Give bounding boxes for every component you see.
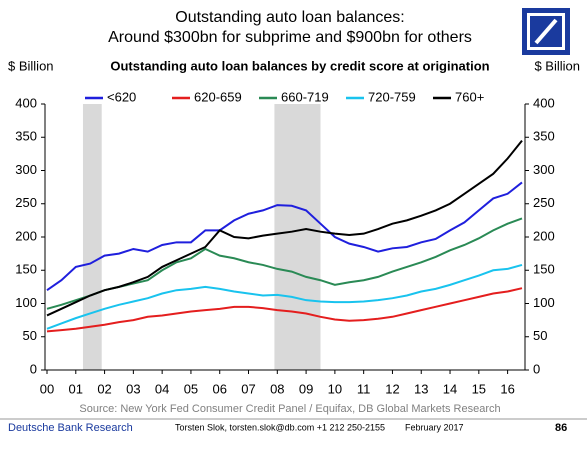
x-tick-label: 11 [357,381,371,396]
x-tick-label: 16 [500,381,514,396]
y2-tick-label: 400 [533,95,555,110]
y2-tick-label: 150 [533,262,555,277]
y2-tick-label: 200 [533,228,555,243]
source: Source: New York Fed Consumer Credit Pan… [79,403,500,415]
legend-label: 660-719 [281,89,329,104]
y-tick-label: 400 [15,95,37,110]
legend-label: 620-659 [194,89,242,104]
x-tick-label: 02 [97,381,111,396]
x-tick-label: 14 [443,381,457,396]
x-tick-label: 13 [414,381,428,396]
y-tick-label: 100 [15,295,37,310]
title: Around $300bn for subprime and $900bn fo… [108,29,472,46]
footer-page: 86 [555,422,567,434]
series-line [46,263,523,330]
y2-tick-label: 250 [533,195,555,210]
x-tick-label: 12 [385,381,399,396]
footer-date: February 2017 [405,422,464,432]
x-tick-label: 08 [270,381,284,396]
footer-org: Deutsche Bank Research [8,422,133,434]
subtitle: Outstanding auto loan balances by credit… [110,58,489,73]
y-tick-label: 150 [15,262,37,277]
y-axis-label: $ Billion [8,58,54,73]
x-tick-label: 00 [40,381,54,396]
series-line [46,139,523,317]
series-line [46,181,523,292]
x-tick-label: 05 [184,381,198,396]
x-tick-label: 01 [69,381,83,396]
y-tick-label: 0 [30,361,37,376]
x-tick-label: 03 [126,381,140,396]
x-tick-label: 09 [299,381,313,396]
x-tick-label: 06 [212,381,226,396]
y-tick-label: 350 [15,129,37,144]
shaded-period [82,104,102,370]
shaded-period [274,104,321,370]
y-tick-label: 50 [23,328,37,343]
y-tick-label: 200 [15,228,37,243]
series-line [46,287,523,333]
y2-tick-label: 300 [533,162,555,177]
legend-label: 720-759 [368,89,416,104]
x-tick-label: 15 [472,381,486,396]
y2-tick-label: 100 [533,295,555,310]
y-tick-label: 250 [15,195,37,210]
y2-tick-label: 50 [533,328,547,343]
footer-contact: Torsten Slok, torsten.slok@db.com +1 212… [175,422,385,432]
x-tick-label: 04 [155,381,169,396]
title: Outstanding auto loan balances: [175,9,405,26]
y2-tick-label: 0 [533,361,540,376]
y2-axis-label: $ Billion [534,58,580,73]
logo [522,8,570,55]
y2-tick-label: 350 [533,129,555,144]
legend-label: <620 [107,89,136,104]
x-tick-label: 10 [328,381,342,396]
x-tick-label: 07 [241,381,255,396]
logo-slash [534,18,558,45]
legend-label: 760+ [455,89,484,104]
y-tick-label: 300 [15,162,37,177]
